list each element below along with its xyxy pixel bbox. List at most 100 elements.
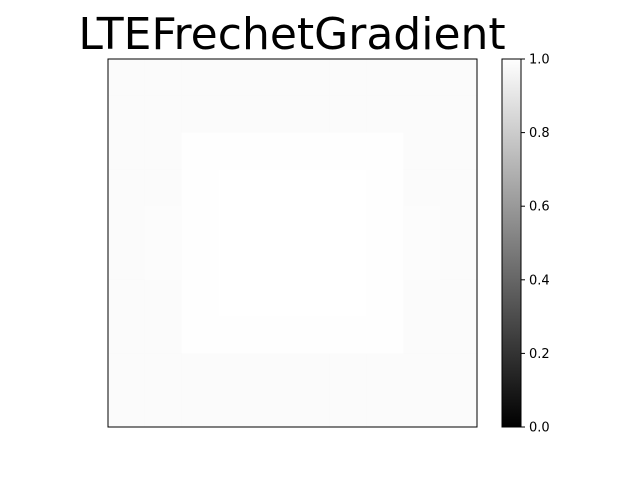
- heatmap-cell: [440, 95, 478, 134]
- heatmap-cell: [144, 316, 183, 354]
- heatmap-cell: [108, 95, 146, 134]
- colorbar-tick-label: 0.0: [529, 421, 550, 436]
- heatmap-cell: [108, 243, 146, 281]
- heatmap-cell: [218, 316, 257, 354]
- heatmap-cell: [403, 353, 441, 391]
- colorbar-tick-label: 0.4: [529, 273, 550, 288]
- heatmap-cell: [366, 390, 404, 428]
- heatmap-cells: [108, 59, 478, 428]
- heatmap-cell: [144, 390, 183, 428]
- heatmap-cell: [255, 59, 293, 97]
- heatmap-cell: [292, 95, 330, 134]
- heatmap-cell: [366, 316, 404, 354]
- heatmap-cell: [181, 353, 220, 391]
- heatmap-cell: [218, 132, 257, 170]
- heatmap-cell: [440, 59, 478, 97]
- heatmap-cell: [366, 279, 404, 318]
- heatmap-cell: [108, 206, 146, 244]
- heatmap-cell: [255, 279, 293, 318]
- heatmap-cell: [218, 169, 257, 207]
- colorbar-tick-label: 0.6: [529, 200, 550, 215]
- heatmap-frame: [107, 58, 478, 428]
- heatmap-cell: [403, 169, 441, 207]
- colorbar-tick-label: 0.2: [529, 347, 550, 362]
- heatmap-cell: [218, 353, 257, 391]
- heatmap-cell: [366, 353, 404, 391]
- heatmap-cell: [403, 132, 441, 170]
- heatmap-cell: [255, 206, 293, 244]
- heatmap-cell: [329, 206, 367, 244]
- heatmap-cell: [329, 390, 367, 428]
- heatmap-cell: [440, 353, 478, 391]
- heatmap-cell: [218, 95, 257, 134]
- heatmap-cell: [440, 279, 478, 318]
- heatmap-cell: [440, 316, 478, 354]
- heatmap-cell: [108, 132, 146, 170]
- heatmap-cell: [144, 279, 183, 318]
- heatmap-cell: [144, 353, 183, 391]
- heatmap-cell: [144, 132, 183, 170]
- heatmap-cell: [181, 59, 220, 97]
- heatmap-cell: [218, 243, 257, 281]
- heatmap-cell: [218, 206, 257, 244]
- heatmap-cell: [292, 279, 330, 318]
- heatmap-cell: [255, 243, 293, 281]
- heatmap-cell: [403, 95, 441, 134]
- heatmap-cell: [108, 169, 146, 207]
- heatmap-cell: [440, 132, 478, 170]
- heatmap-cell: [255, 95, 293, 134]
- heatmap-cell: [292, 243, 330, 281]
- heatmap-cell: [181, 169, 220, 207]
- heatmap-cell: [440, 169, 478, 207]
- heatmap-cell: [144, 59, 183, 97]
- heatmap-cell: [292, 206, 330, 244]
- heatmap-cell: [181, 279, 220, 318]
- heatmap-cell: [329, 243, 367, 281]
- heatmap-cell: [329, 95, 367, 134]
- heatmap-cell: [329, 132, 367, 170]
- heatmap-cell: [366, 95, 404, 134]
- heatmap-cell: [144, 95, 183, 134]
- heatmap-cell: [329, 279, 367, 318]
- heatmap-cell: [403, 390, 441, 428]
- colorbar-ticks: 0.0 0.2 0.4 0.6 0.8 1.0: [521, 53, 550, 436]
- heatmap-cell: [181, 95, 220, 134]
- heatmap-cell: [366, 132, 404, 170]
- heatmap-cell: [403, 316, 441, 354]
- heatmap-cell: [366, 59, 404, 97]
- heatmap-cell: [329, 169, 367, 207]
- heatmap-cell: [292, 390, 330, 428]
- heatmap-cell: [108, 353, 146, 391]
- heatmap-cell: [403, 243, 441, 281]
- heatmap-cell: [403, 59, 441, 97]
- heatmap-cell: [144, 206, 183, 244]
- heatmap-cell: [218, 279, 257, 318]
- heatmap-cell: [329, 59, 367, 97]
- heatmap-cell: [366, 243, 404, 281]
- heatmap-cell: [329, 353, 367, 391]
- heatmap-cell: [440, 243, 478, 281]
- heatmap-cell: [144, 243, 183, 281]
- heatmap-cell: [440, 206, 478, 244]
- heatmap-cell: [440, 390, 478, 428]
- heatmap-cell: [329, 316, 367, 354]
- heatmap-cell: [255, 390, 293, 428]
- heatmap-cell: [108, 390, 146, 428]
- heatmap-cell: [292, 132, 330, 170]
- colorbar-tick-label: 1.0: [529, 53, 550, 68]
- heatmap-cell: [255, 169, 293, 207]
- heatmap-cell: [255, 353, 293, 391]
- heatmap-cell: [181, 243, 220, 281]
- heatmap-cell: [292, 169, 330, 207]
- heatmap-cell: [292, 316, 330, 354]
- heatmap-cell: [181, 316, 220, 354]
- heatmap-cell: [218, 59, 257, 97]
- heatmap-cell: [181, 132, 220, 170]
- heatmap-cell: [108, 316, 146, 354]
- heatmap-cell: [144, 169, 183, 207]
- heatmap-cell: [108, 59, 146, 97]
- heatmap-cell: [181, 390, 220, 428]
- heatmap-cell: [108, 279, 146, 318]
- heatmap-cell: [218, 390, 257, 428]
